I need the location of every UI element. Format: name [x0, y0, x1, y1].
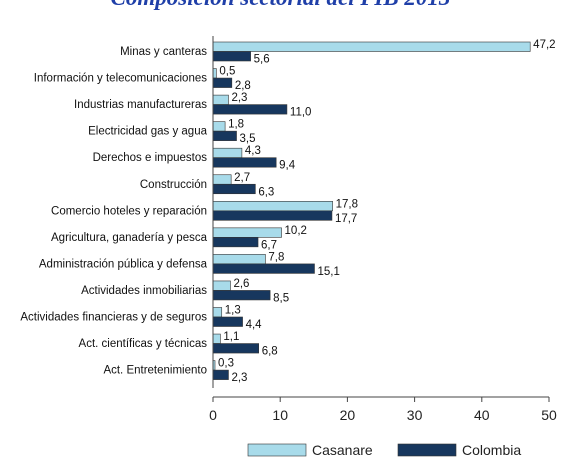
- value-label-colombia: 4,4: [246, 319, 263, 331]
- bar-casanare: [212, 333, 221, 344]
- value-label-casanare: 0,3: [218, 358, 234, 370]
- category-label: Act. científicas y técnicas: [79, 338, 208, 350]
- value-label-casanare: 10,2: [285, 225, 307, 237]
- category-label: Actividades financieras y de seguros: [20, 312, 207, 324]
- bar-casanare: [212, 41, 531, 52]
- value-label-casanare: 4,3: [245, 145, 261, 157]
- category-label: Act. Entretenimiento: [103, 365, 207, 377]
- category-label: Agricultura, ganadería y pesca: [51, 232, 208, 244]
- x-tick-label: 10: [272, 407, 288, 423]
- bar-colombia: [212, 237, 259, 248]
- category-label: Comercio hoteles y reparación: [51, 205, 207, 217]
- bar-casanare: [212, 307, 223, 318]
- value-label-colombia: 15,1: [317, 266, 339, 278]
- value-label-colombia: 6,7: [261, 239, 277, 251]
- legend-label-colombia: Colombia: [462, 442, 521, 458]
- bar-casanare: [212, 227, 282, 238]
- value-label-casanare: 1,8: [228, 119, 244, 131]
- x-tick-label: 30: [407, 407, 423, 423]
- value-label-casanare: 0,5: [219, 66, 235, 78]
- bar-colombia: [212, 77, 233, 88]
- value-label-colombia: 2,3: [231, 372, 247, 384]
- value-label-casanare: 2,3: [231, 92, 247, 104]
- x-tick-label: 0: [209, 407, 217, 423]
- bar-colombia: [212, 290, 271, 301]
- category-label: Electricidad gas y agua: [88, 126, 208, 138]
- bar-colombia: [212, 157, 277, 168]
- bar-colombia: [212, 183, 256, 195]
- value-label-colombia: 3,5: [240, 133, 256, 145]
- category-label: Construcción: [140, 179, 207, 191]
- category-label: Industrias manufactureras: [74, 99, 207, 111]
- bar-colombia: [212, 51, 251, 62]
- legend-swatch-colombia: [397, 443, 457, 457]
- legend-label-casanare: Casanare: [312, 442, 373, 458]
- category-label: Derechos e impuestos: [93, 152, 208, 164]
- bar-casanare: [212, 174, 232, 185]
- bar-colombia: [212, 263, 315, 274]
- value-label-colombia: 17,7: [335, 213, 357, 225]
- value-label-casanare: 2,7: [234, 172, 250, 184]
- value-label-casanare: 47,2: [533, 39, 555, 51]
- category-label: Administración pública y defensa: [39, 258, 208, 270]
- value-label-colombia: 2,8: [235, 80, 251, 92]
- value-label-casanare: 1,3: [225, 305, 241, 317]
- bar-casanare: [212, 254, 266, 265]
- bar-casanare: [212, 201, 333, 212]
- bar-colombia: [212, 130, 237, 141]
- value-label-colombia: 5,6: [254, 54, 270, 66]
- bar-colombia: [212, 369, 229, 380]
- bar-casanare: [212, 94, 229, 105]
- category-label: Actividades inmobiliarias: [81, 285, 207, 297]
- value-label-colombia: 6,3: [258, 186, 274, 198]
- x-tick-label: 20: [340, 407, 356, 423]
- bar-casanare: [212, 68, 217, 79]
- value-label-casanare: 2,6: [233, 278, 249, 290]
- x-tick-label: 40: [474, 407, 490, 423]
- value-label-colombia: 8,5: [273, 292, 289, 304]
- bar-casanare: [212, 121, 226, 132]
- value-label-casanare: 1,1: [223, 331, 239, 343]
- category-label: Minas y canteras: [120, 46, 207, 58]
- bar-colombia: [212, 343, 259, 354]
- chart-title: Composición sectorial del PIB 2013: [0, 0, 561, 11]
- value-label-colombia: 9,4: [279, 160, 296, 172]
- bar-casanare: [212, 147, 243, 158]
- value-label-casanare: 17,8: [336, 198, 358, 210]
- bar-colombia: [212, 104, 288, 115]
- legend-swatch-casanare: [247, 443, 307, 457]
- bar-colombia: [212, 210, 333, 221]
- bar-colombia: [212, 316, 243, 327]
- value-label-colombia: 6,8: [262, 346, 278, 358]
- x-tick-label: 50: [541, 407, 557, 423]
- value-label-colombia: 11,0: [290, 107, 312, 119]
- value-label-casanare: 7,8: [268, 251, 284, 263]
- bar-casanare: [212, 280, 231, 291]
- category-label: Información y telecomunicaciones: [34, 73, 207, 85]
